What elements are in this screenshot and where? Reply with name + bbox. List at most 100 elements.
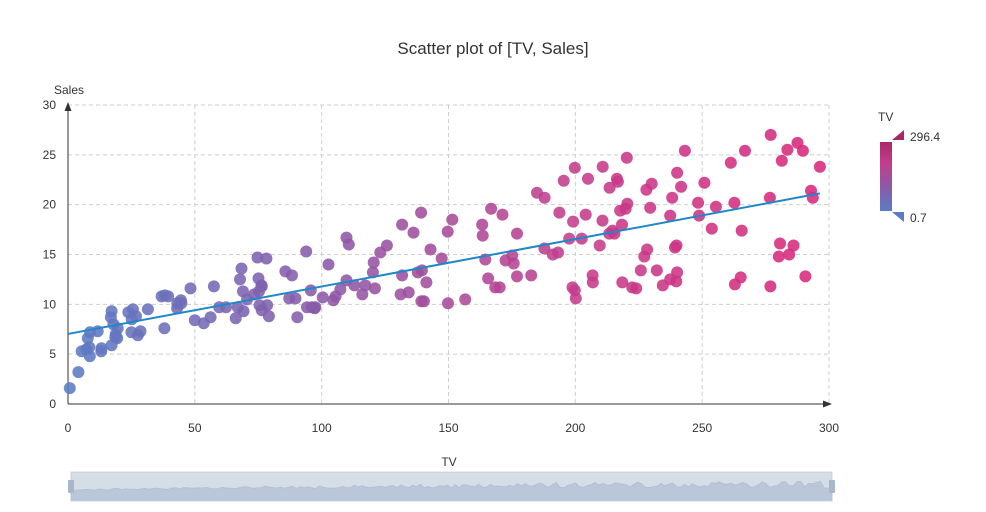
scatter-point (184, 282, 197, 295)
scatter-point (359, 279, 372, 292)
scatter-point (596, 160, 609, 173)
scatter-point (309, 301, 322, 314)
scatter-point (424, 243, 437, 256)
scatter-point (593, 239, 606, 252)
scatter-point (664, 209, 677, 222)
scatter-point (134, 325, 147, 338)
scatter-point (567, 215, 580, 228)
scatter-point (485, 202, 498, 215)
legend-max-label: 296.4 (910, 130, 940, 144)
scatter-point (666, 191, 679, 204)
scatter-point (380, 239, 393, 252)
scatter-point (301, 301, 313, 314)
scatter-point (775, 154, 788, 167)
scatter-point (204, 311, 217, 324)
slider-left-handle[interactable] (68, 480, 74, 493)
scatter-point (441, 225, 454, 238)
scatter-point (764, 128, 777, 141)
scatter-point (620, 151, 633, 164)
scatter-point (557, 174, 570, 187)
scatter-point (645, 177, 658, 190)
scatter-point (260, 252, 273, 265)
scatter-point (764, 280, 777, 293)
scatter-point (476, 229, 489, 242)
scatter-point (446, 213, 459, 226)
y-tick-label: 5 (49, 347, 56, 361)
scatter-point (796, 144, 809, 157)
slider-selection[interactable] (71, 472, 832, 501)
scatter-point (235, 262, 248, 275)
scatter-point (671, 266, 684, 279)
scatter-point (621, 197, 634, 210)
scatter-point (552, 246, 565, 259)
scatter-point (329, 290, 342, 303)
scatter-point (670, 275, 683, 288)
scatter-point (787, 239, 800, 252)
scatter-point (568, 161, 581, 174)
x-axis-arrow (823, 400, 832, 408)
scatter-point (402, 286, 415, 299)
scatter-point (611, 175, 624, 188)
scatter-point (511, 227, 523, 240)
data-zoom-slider[interactable] (68, 471, 835, 502)
legend-title: TV (878, 110, 893, 124)
grid-lines (68, 104, 830, 404)
scatter-point (511, 270, 523, 283)
y-axis-arrow (64, 102, 72, 111)
scatter-point (774, 237, 786, 250)
scatter-point (262, 310, 275, 323)
scatter-point (229, 312, 242, 325)
scatter-point (799, 270, 812, 283)
scatter-point (772, 250, 785, 263)
legend-max-handle[interactable] (892, 130, 904, 140)
scatter-point (407, 226, 420, 239)
scatter-point (300, 245, 313, 258)
scatter-point (644, 201, 657, 214)
scatter-point (596, 214, 609, 227)
scatter-point (781, 143, 794, 156)
scatter-point (734, 271, 747, 284)
x-tick-label: 300 (819, 421, 839, 435)
scatter-point (692, 196, 705, 209)
scatter-point (255, 280, 268, 293)
scatter-point (420, 276, 433, 289)
slider-right-handle[interactable] (829, 480, 835, 493)
x-axis-label: TV (441, 455, 456, 469)
scatter-point (348, 279, 361, 292)
y-tick-label: 25 (43, 148, 57, 162)
scatter-point (158, 322, 171, 335)
scatter-point (261, 299, 274, 312)
scatter-point (763, 191, 776, 204)
scatter-point (342, 238, 355, 251)
scatter-point (724, 156, 737, 169)
scatter-point (175, 297, 188, 310)
scatter-point (813, 160, 826, 173)
scatter-point (111, 332, 124, 345)
slider-data-shadow (70, 480, 833, 501)
scatter-point (435, 252, 448, 265)
scatter-point (234, 273, 246, 286)
scatter-point (417, 295, 430, 308)
scatter-point (493, 281, 506, 294)
scatter-point (603, 181, 616, 194)
color-legend[interactable]: TV 296.4 0.7 (878, 110, 940, 225)
scatter-point (525, 269, 538, 282)
scatter-point (476, 218, 489, 231)
y-tick-label: 15 (43, 248, 57, 262)
scatter-point (671, 166, 684, 179)
x-tick-label: 250 (692, 421, 712, 435)
scatter-point (72, 366, 85, 379)
scatter-point (728, 196, 741, 209)
scatter-point (698, 176, 711, 189)
x-tick-label: 150 (438, 421, 458, 435)
legend-gradient-bar (880, 142, 892, 211)
x-tick-label: 200 (565, 421, 585, 435)
chart-title: Scatter plot of [TV, Sales] (397, 39, 588, 58)
legend-min-handle[interactable] (892, 212, 904, 222)
y-tick-label: 10 (43, 297, 57, 311)
scatter-point (237, 305, 250, 318)
scatter-point (207, 280, 220, 293)
scatter-points (63, 128, 826, 395)
scatter-point (316, 291, 329, 304)
scatter-point (670, 239, 683, 252)
